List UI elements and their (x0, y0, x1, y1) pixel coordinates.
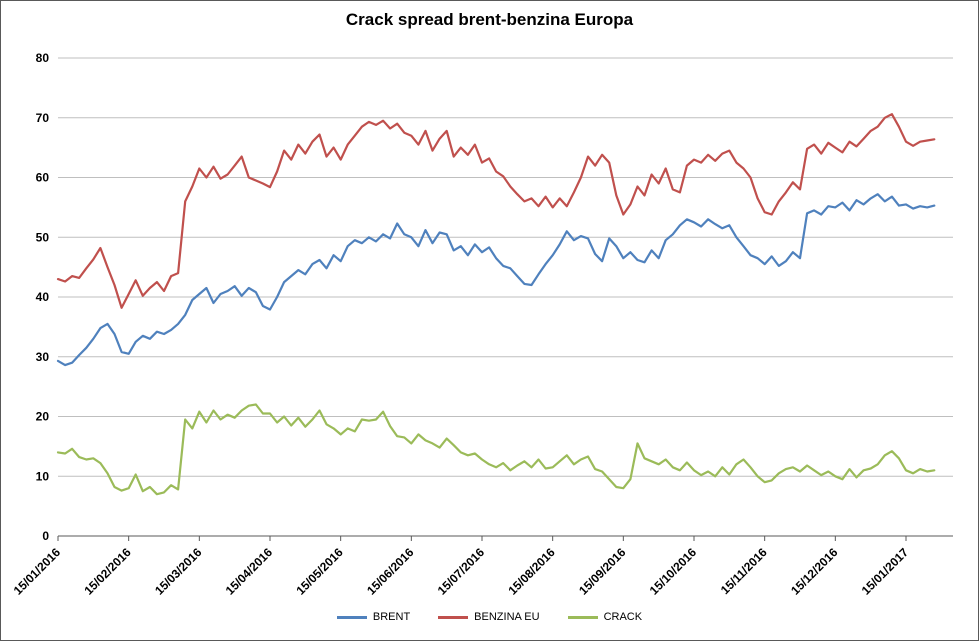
legend-item-crack: CRACK (567, 611, 643, 623)
x-axis-label: 15/01/2016 (11, 545, 64, 598)
x-axis-label: 15/02/2016 (81, 545, 134, 598)
x-axis-label: 15/11/2016 (718, 545, 770, 597)
y-axis-label: 20 (36, 410, 50, 424)
y-axis-label: 70 (36, 111, 50, 125)
brent-line-swatch (336, 615, 367, 619)
y-axis-label: 80 (36, 51, 50, 65)
x-axis-label: 15/04/2016 (223, 545, 276, 598)
y-axis-label: 0 (42, 529, 49, 543)
legend: BRENT BENZINA EU CRACK (1, 611, 978, 623)
series-line-crack (56, 403, 936, 496)
series-line-benzina-eu (56, 113, 936, 309)
x-axis-label: 15/09/2016 (576, 545, 629, 598)
benzina-eu-line-swatch (438, 615, 469, 619)
legend-item-brent: BRENT (336, 611, 411, 623)
legend-label-brent: BRENT (372, 611, 411, 623)
chart-title: Crack spread brent-benzina Europa (345, 10, 634, 29)
x-axis-label: 15/06/2016 (364, 545, 417, 598)
series-line-brent (56, 193, 936, 367)
legend-label-crack: CRACK (603, 611, 643, 623)
y-axis-label: 50 (36, 230, 50, 244)
y-axis-label: 10 (36, 469, 50, 483)
y-axis-label: 40 (36, 290, 50, 304)
y-axis-label: 30 (36, 350, 50, 364)
crack-line-swatch (567, 615, 598, 619)
legend-item-benzina-eu: BENZINA EU (438, 611, 540, 623)
legend-label-benzina-eu: BENZINA EU (474, 611, 540, 623)
x-axis-label: 15/07/2016 (435, 545, 488, 598)
y-axis-label: 60 (36, 171, 50, 185)
x-axis-label: 15/08/2016 (505, 545, 558, 598)
x-axis-label: 15/03/2016 (152, 545, 205, 598)
x-axis-label: 15/05/2016 (293, 545, 346, 598)
x-axis-label: 15/01/2017 (859, 545, 912, 598)
x-axis-label: 15/10/2016 (647, 545, 700, 598)
x-axis-label: 15/12/2016 (788, 545, 841, 598)
